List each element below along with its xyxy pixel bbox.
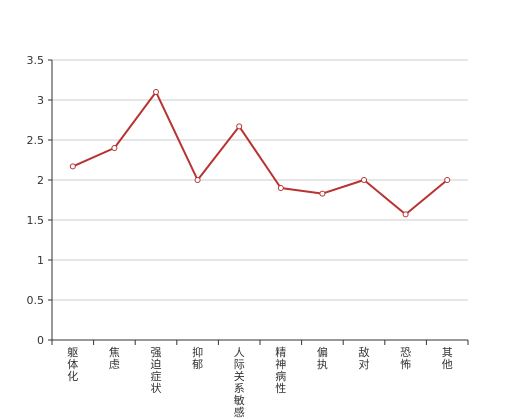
- data-point[interactable]: [153, 89, 159, 95]
- x-tick-label: 人际关系敏感: [233, 346, 245, 419]
- y-tick-label: 3.5: [27, 54, 45, 67]
- x-tick-label: 躯体化: [67, 346, 79, 383]
- x-tick-label: 敌对: [358, 346, 370, 371]
- data-point[interactable]: [319, 190, 326, 197]
- x-tick-label: 焦虑: [108, 346, 120, 371]
- axes: [48, 59, 469, 345]
- y-tick-label: 2.5: [27, 134, 45, 147]
- x-tick-label: 抑郁: [192, 346, 204, 371]
- grid-lines: [52, 59, 468, 301]
- data-point[interactable]: [402, 211, 409, 218]
- y-tick-label: 3: [37, 94, 44, 107]
- data-point[interactable]: [111, 145, 118, 151]
- line-chart: 0 0.5 1 1.5 2 2.5 3 3.5: [27, 54, 469, 347]
- series-line: [72, 91, 448, 216]
- data-point[interactable]: [236, 123, 243, 130]
- data-point[interactable]: [277, 185, 284, 191]
- x-tick-label: 偏执: [316, 346, 328, 371]
- y-tick-label: 1: [37, 254, 44, 267]
- x-tick-label: 其他: [441, 346, 453, 371]
- data-point[interactable]: [444, 177, 451, 183]
- y-axis-tick-labels: 0 0.5 1 1.5 2 2.5 3 3.5: [27, 54, 45, 347]
- series: [69, 89, 451, 218]
- x-tick-label: 恐怖: [400, 346, 412, 371]
- x-tick-label: 强迫症状: [150, 346, 162, 395]
- y-tick-label: 0: [37, 334, 44, 347]
- y-tick-label: 2: [37, 174, 44, 187]
- data-point[interactable]: [361, 177, 367, 183]
- y-tick-label: 0.5: [27, 294, 45, 307]
- x-tick-label: 精神病性: [275, 346, 287, 395]
- data-point[interactable]: [194, 177, 201, 183]
- y-tick-label: 1.5: [27, 214, 45, 227]
- data-point[interactable]: [69, 163, 76, 170]
